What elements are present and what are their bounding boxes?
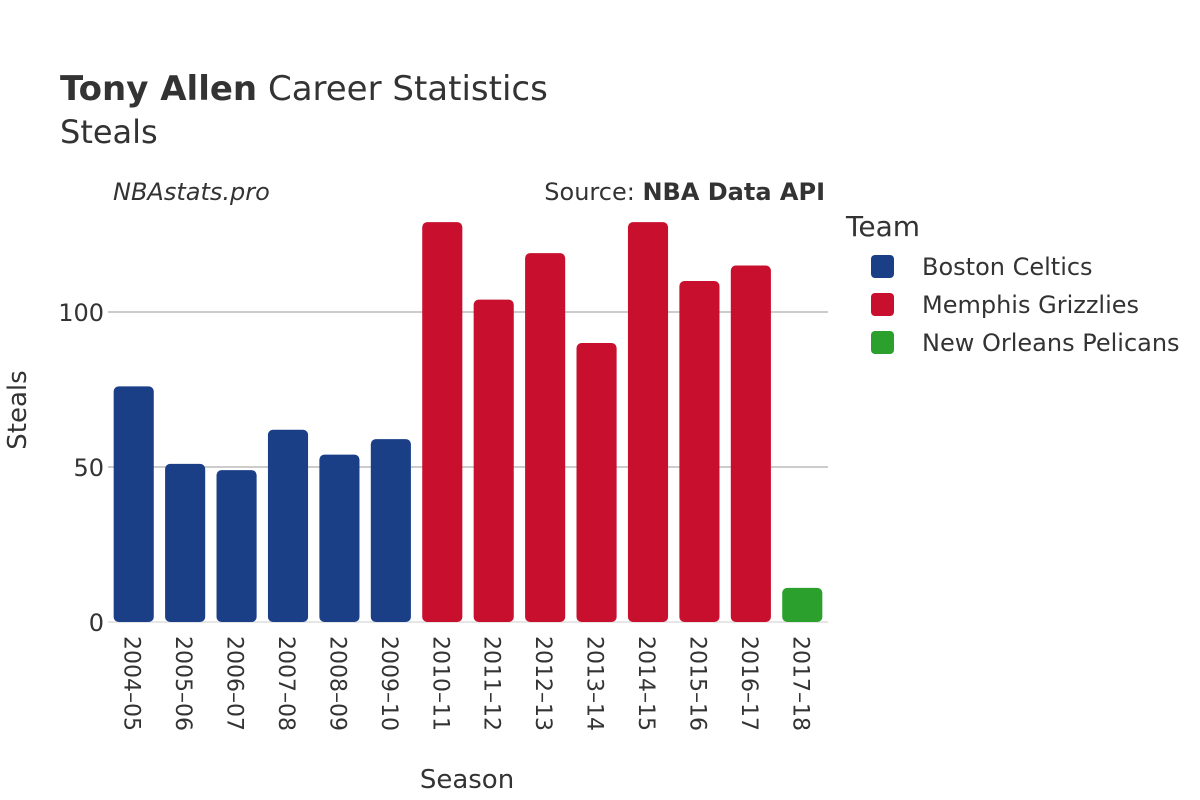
legend-entry-label: New Orleans Pelicans	[922, 329, 1180, 357]
x-tick-label: 2007–08	[273, 636, 298, 731]
x-tick-label: 2014–15	[633, 636, 658, 731]
bar	[370, 439, 411, 622]
bar	[576, 343, 617, 622]
legend-swatch	[871, 255, 894, 278]
bar	[113, 386, 154, 622]
x-tick-labels: 2004–05 2005–06 2006–07 2007–08 2008–09 2009–…	[119, 636, 813, 731]
y-axis-label: Steals	[3, 370, 33, 449]
y-tick-labels: 0 50 100	[58, 299, 104, 637]
x-tick-label: 2016–17	[736, 636, 761, 731]
x-tick-label: 2006–07	[222, 636, 247, 731]
chart-title-rest: Career Statistics	[257, 69, 548, 109]
source-name: NBA Data API	[642, 178, 825, 206]
legend-entry-label: Memphis Grizzlies	[922, 291, 1139, 319]
watermark: NBAstats.pro	[113, 178, 270, 206]
chart-title-bold: Tony Allen	[60, 69, 257, 109]
bar	[319, 454, 360, 622]
bar	[216, 470, 257, 622]
x-tick-label: 2009–10	[376, 636, 401, 731]
legend-entry-label: Boston Celtics	[922, 253, 1093, 281]
x-tick-label: 2010–11	[427, 636, 452, 731]
x-tick-label: 2013–14	[582, 636, 607, 731]
bar	[267, 429, 309, 622]
bar	[627, 222, 669, 622]
bar	[782, 587, 823, 622]
bar	[525, 253, 566, 622]
x-axis-label: Season	[420, 765, 514, 795]
bar	[165, 463, 206, 622]
legend: Team Boston Celtics Memphis Grizzlies New …	[845, 210, 1180, 357]
chart-title: Tony Allen Career Statistics	[60, 69, 548, 109]
x-tick-label: 2011–12	[479, 636, 504, 731]
y-tick-label: 0	[89, 609, 104, 637]
source-credit: Source: NBA Data API	[544, 178, 825, 206]
legend-swatch	[871, 293, 894, 316]
source-prefix: Source:	[544, 178, 642, 206]
gridlines	[108, 311, 828, 623]
x-tick-label: 2015–16	[684, 636, 709, 731]
legend-title: Team	[845, 210, 920, 243]
x-tick-label: 2008–09	[324, 636, 349, 731]
x-tick-label: 2005–06	[170, 636, 195, 731]
x-tick-label: 2004–05	[119, 636, 144, 731]
bars	[113, 222, 823, 622]
x-tick-label: 2017–18	[787, 636, 812, 731]
bar	[679, 281, 720, 622]
y-tick-label: 100	[58, 299, 104, 327]
x-tick-label: 2012–13	[530, 636, 555, 731]
bar	[730, 265, 771, 622]
bar	[422, 222, 463, 622]
chart-subtitle: Steals	[60, 113, 158, 151]
legend-swatch	[871, 331, 894, 354]
bar	[473, 299, 514, 622]
y-tick-label: 50	[73, 454, 104, 482]
